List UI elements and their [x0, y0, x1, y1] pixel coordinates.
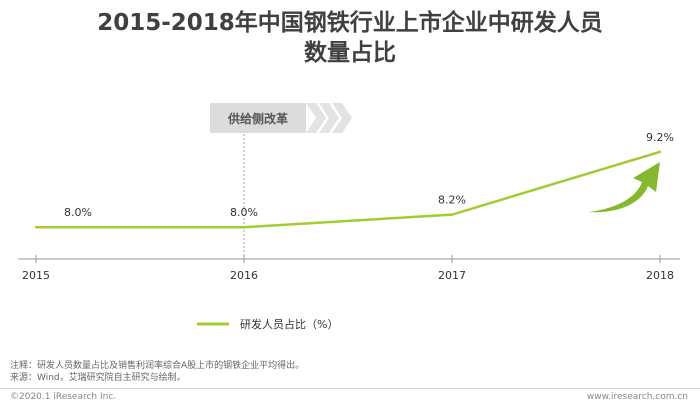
x-tick-label-2018: 2018 — [646, 269, 674, 282]
note-text: 注释：研发人员数量占比及销售利润率综合A股上市的钢铁企业平均得出。 — [10, 361, 305, 371]
annotation-chevron-1 — [306, 103, 326, 133]
source-text: 来源：Wind，艾瑞研究院自主研究与绘制。 — [10, 373, 186, 383]
growth-arrow-icon — [588, 162, 660, 213]
chart-notes: 注释：研发人员数量占比及销售利润率综合A股上市的钢铁企业平均得出。 来源：Win… — [10, 360, 304, 384]
annotation-label: 供给侧改革 — [227, 111, 288, 126]
footer-divider — [0, 388, 700, 389]
legend-label: 研发人员占比（%） — [240, 317, 338, 331]
annotation-chevron-2 — [319, 103, 339, 133]
x-tick-label-2016: 2016 — [230, 269, 258, 282]
data-label-2018: 9.2% — [646, 131, 674, 144]
data-point-2016 — [242, 226, 246, 229]
chart-title-line-2: 数量占比 — [304, 40, 396, 66]
chart-title-line-1: 2015-2018年中国钢铁行业上市企业中研发人员 — [97, 10, 603, 36]
data-label-2016: 8.0% — [230, 206, 258, 219]
x-tick-label-2015: 2015 — [22, 269, 50, 282]
site-url: www.iresearch.com.cn — [586, 392, 688, 402]
chart-title: 2015-2018年中国钢铁行业上市企业中研发人员 数量占比 — [0, 8, 700, 68]
annotation-box — [210, 103, 306, 133]
line-chart: 供给侧改革 2015 2016 2017 2018 8.0% 8.0% 8.2% 9.2% 研发人… — [18, 103, 680, 331]
x-tick-label-2017: 2017 — [438, 269, 466, 282]
annotation-chevron-3 — [332, 103, 352, 133]
data-point-2017 — [450, 213, 454, 216]
data-point-2015 — [34, 226, 38, 229]
data-point-2018 — [658, 150, 662, 154]
series-line — [36, 150, 661, 229]
data-label-2017: 8.2% — [438, 194, 466, 207]
data-label-flat: 8.0% — [64, 206, 92, 219]
copyright-text: ©2020.1 iResearch Inc. — [10, 392, 117, 402]
